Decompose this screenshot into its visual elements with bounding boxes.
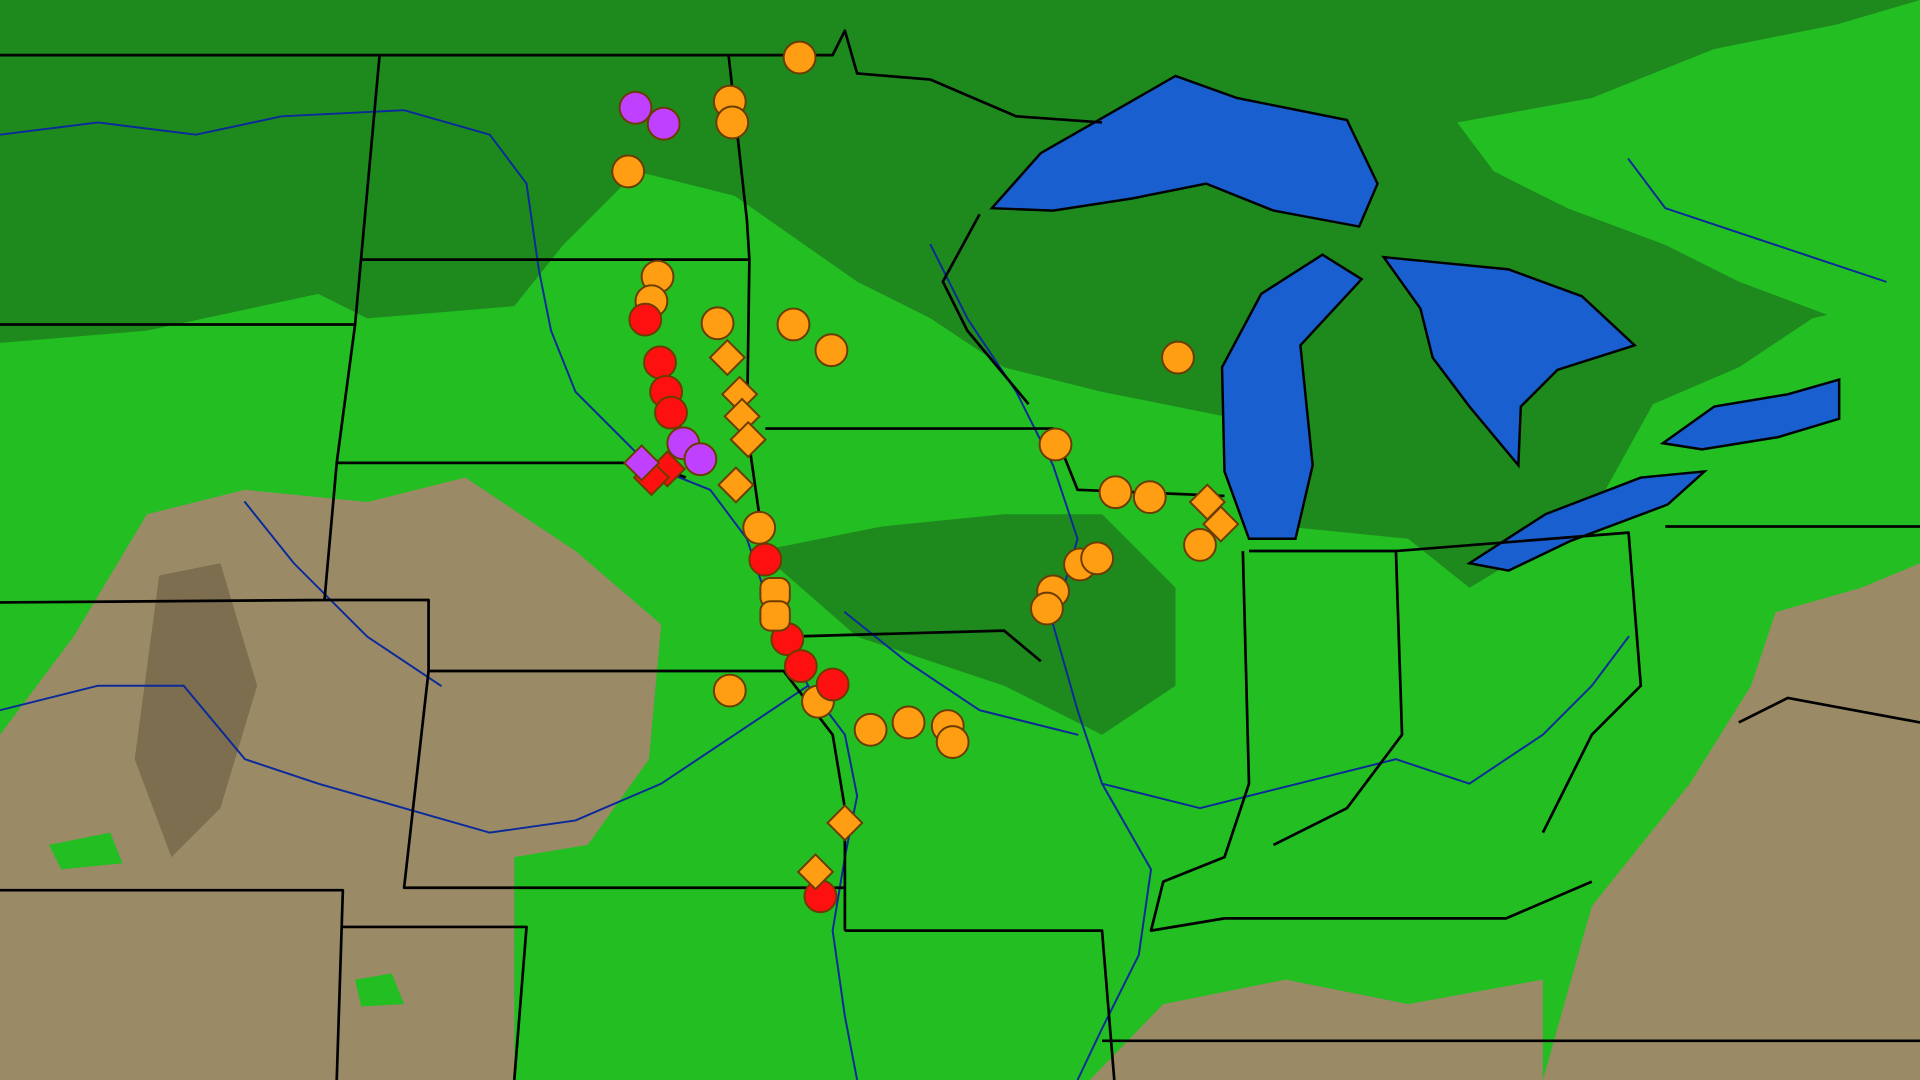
lakes	[989, 74, 1841, 572]
gauge-marker	[814, 333, 849, 368]
state-border	[402, 670, 845, 890]
terrain-ridge	[134, 563, 258, 858]
state-border	[1149, 550, 1593, 932]
river	[648, 464, 859, 1080]
gauge-marker	[776, 307, 811, 342]
river	[1101, 635, 1630, 810]
lake-michigan	[1220, 253, 1364, 540]
gauge-marker	[717, 466, 755, 504]
gauge-marker	[1202, 505, 1240, 543]
gauge-marker	[783, 649, 818, 684]
light-green-region	[1457, 0, 1920, 319]
gauge-marker	[826, 804, 864, 842]
lake-huron	[1381, 255, 1638, 469]
gauge-marker	[622, 444, 661, 482]
gauge-marker	[683, 442, 718, 477]
gauge-marker	[1038, 427, 1073, 462]
gauge-marker	[935, 725, 970, 759]
gauge-marker	[712, 673, 747, 708]
gauge-marker	[708, 338, 747, 377]
gauge-marker	[1098, 475, 1133, 510]
river	[843, 611, 1079, 736]
lake-superior	[989, 74, 1379, 228]
gauge-marker	[700, 306, 735, 341]
gauge-marker	[1132, 480, 1167, 515]
terrain-region	[1089, 979, 1543, 1080]
gauge-marker	[815, 667, 850, 702]
river	[0, 109, 650, 467]
state-border	[727, 54, 761, 515]
light-green-patch	[48, 832, 405, 1007]
gauge-marker	[646, 106, 681, 141]
state-borders	[0, 29, 1920, 1080]
markers	[611, 40, 1240, 914]
gauge-marker	[611, 154, 646, 189]
gauge-marker	[748, 542, 783, 577]
gauge-marker	[715, 105, 750, 140]
state-border	[0, 324, 357, 604]
state-border	[844, 929, 1116, 1080]
gauge-marker	[1030, 591, 1064, 626]
gauge-marker	[628, 302, 663, 337]
lake-erie	[1466, 469, 1709, 572]
gauge-marker	[618, 90, 653, 125]
state-border	[0, 29, 1103, 124]
gauge-marker	[782, 40, 817, 75]
river	[0, 684, 810, 834]
lake-ontario	[1659, 377, 1841, 451]
gauge-marker	[643, 345, 677, 380]
state-border	[783, 629, 1042, 663]
gauge-marker	[853, 712, 888, 747]
state-border	[1738, 696, 1920, 724]
gauge-marker	[654, 395, 688, 430]
gauge-marker	[759, 600, 791, 632]
state-border	[941, 213, 1030, 405]
terrain-region	[1542, 563, 1920, 1080]
gauge-marker	[742, 510, 777, 545]
gauge-marker	[720, 375, 759, 413]
gauge-marker	[1161, 340, 1195, 375]
gauge-marker	[1080, 541, 1115, 576]
gauge-marker	[891, 705, 926, 740]
state-border	[0, 888, 345, 1080]
state-border	[1395, 531, 1643, 834]
state-border	[1248, 549, 1404, 847]
gauge-marker	[729, 420, 767, 459]
gauge-marker	[1183, 528, 1217, 562]
state-border	[342, 925, 528, 1080]
river	[1627, 158, 1887, 283]
gauge-marker	[796, 853, 835, 891]
